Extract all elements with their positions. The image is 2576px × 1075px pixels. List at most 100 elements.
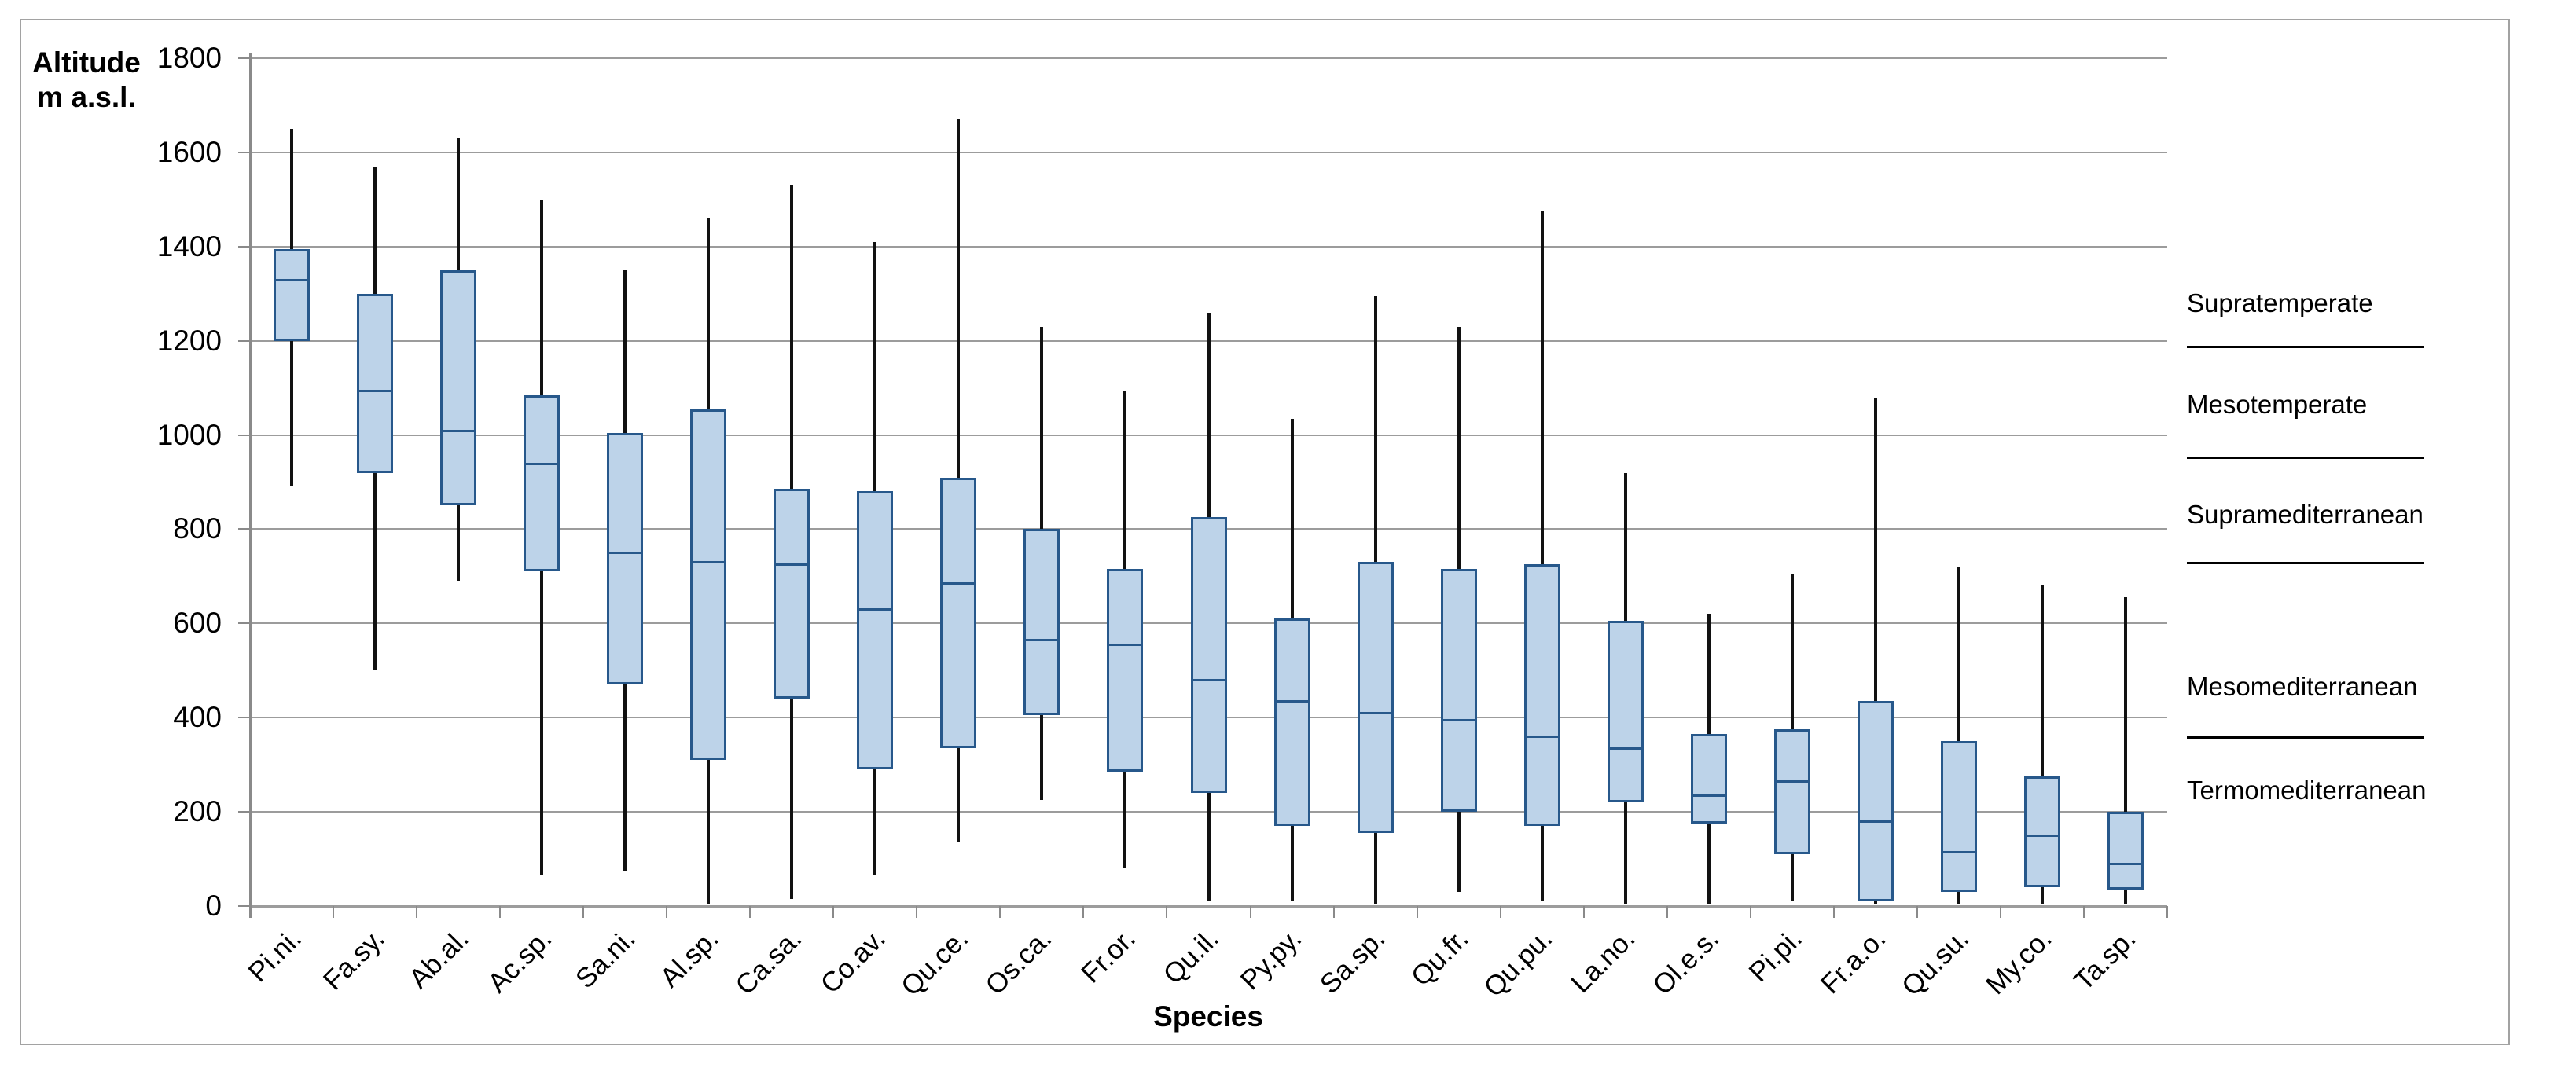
box-Qu.fr.	[1440, 569, 1477, 813]
zone-label-mesotemperate: Mesotemperate	[2187, 389, 2368, 419]
median-Qu.pu.	[1523, 736, 1560, 739]
x-tick-13	[1332, 906, 1335, 918]
x-tick-12	[1249, 906, 1251, 918]
median-Ab.al.	[440, 429, 477, 432]
x-tick-4	[582, 906, 585, 918]
box-Py.py.	[1273, 618, 1310, 827]
median-Fa.sy.	[357, 389, 394, 392]
box-Fa.sy.	[357, 293, 394, 473]
box-Os.ca.	[1023, 529, 1060, 716]
box-Ta.sp.	[2107, 812, 2144, 890]
y-axis-title: Altitude m a.s.l.	[0, 46, 173, 115]
x-tick-19	[1832, 906, 1835, 918]
x-tick-16	[1582, 906, 1585, 918]
box-Pi.pi.	[1773, 729, 1810, 855]
box-Sa.sp.	[1357, 562, 1394, 834]
x-tick-0	[249, 906, 251, 918]
median-Os.ca.	[1023, 639, 1060, 642]
y-tick-800	[238, 528, 250, 530]
median-Fr.a.o.	[1857, 820, 1894, 824]
y-tick-label-1400: 1400	[156, 229, 222, 262]
median-Ol.e.s.	[1690, 794, 1727, 798]
box-Ca.sa.	[774, 489, 810, 699]
x-tick-2	[416, 906, 418, 918]
zone-label-supratemperate: Supratemperate	[2187, 288, 2373, 317]
y-tick-1800	[238, 57, 250, 59]
whisker-My.co.	[2040, 585, 2044, 904]
median-Co.av.	[857, 608, 894, 611]
median-My.co.	[2023, 835, 2060, 838]
y-tick-1000	[238, 434, 250, 436]
y-tick-label-400: 400	[173, 701, 222, 734]
x-tick-1	[333, 906, 335, 918]
median-La.no.	[1607, 747, 1644, 750]
zone-boundary-line-mesomediterranean	[2187, 736, 2424, 739]
zone-label-termomediterranean: Termomediterranean	[2187, 776, 2427, 805]
box-Ac.sp.	[524, 394, 560, 572]
y-tick-1600	[238, 151, 250, 153]
whisker-Qu.su.	[1957, 567, 1960, 904]
x-tick-20	[1916, 906, 1918, 918]
median-Ca.sa.	[774, 563, 810, 567]
x-tick-5	[666, 906, 668, 918]
whisker-Ta.sp.	[2123, 597, 2127, 904]
median-Py.py.	[1273, 700, 1310, 703]
y-axis-title-line2: m a.s.l.	[37, 81, 136, 113]
gridline-1400	[250, 245, 2167, 248]
median-Sa.sp.	[1357, 712, 1394, 715]
x-tick-18	[1749, 906, 1751, 918]
box-Fr.or.	[1107, 569, 1144, 772]
gridline-1600	[250, 151, 2167, 153]
box-Qu.pu.	[1523, 564, 1560, 827]
y-axis-line	[249, 53, 252, 918]
x-tick-10	[1082, 906, 1085, 918]
box-Pi.ni.	[274, 248, 311, 341]
x-tick-7	[832, 906, 835, 918]
box-Qu.su.	[1940, 741, 1977, 892]
zone-boundary-line-supramediterranean	[2187, 562, 2424, 565]
y-tick-label-0: 0	[205, 890, 222, 922]
median-Pi.ni.	[274, 278, 311, 281]
zone-boundary-line-supratemperate	[2187, 345, 2424, 348]
box-Qu.ce.	[940, 477, 977, 749]
box-Sa.ni.	[607, 432, 644, 685]
x-tick-23	[2166, 906, 2168, 918]
median-Ta.sp.	[2107, 863, 2144, 866]
box-La.no.	[1607, 621, 1644, 803]
x-tick-11	[1166, 906, 1168, 918]
y-tick-label-1600: 1600	[156, 135, 222, 168]
median-Qu.su.	[1940, 851, 1977, 854]
x-tick-14	[1416, 906, 1418, 918]
y-tick-400	[238, 717, 250, 719]
x-tick-9	[999, 906, 1001, 918]
x-tick-21	[1999, 906, 2001, 918]
gridline-0	[250, 905, 2167, 908]
figure-border	[20, 19, 2510, 1045]
x-tick-15	[1499, 906, 1501, 918]
zone-label-supramediterranean: Supramediterranean	[2187, 500, 2423, 530]
median-Qu.ce.	[940, 582, 977, 585]
box-Fr.a.o.	[1857, 701, 1894, 901]
zone-boundary-line-mesotemperate	[2187, 456, 2424, 459]
whisker-Qu.pu.	[1540, 211, 1544, 901]
y-tick-label-600: 600	[173, 607, 222, 640]
median-Fr.or.	[1107, 644, 1144, 647]
box-Ab.al.	[440, 270, 477, 506]
y-tick-label-200: 200	[173, 795, 222, 828]
median-Pi.pi.	[1773, 780, 1810, 783]
zone-label-mesomediterranean: Mesomediterranean	[2187, 672, 2418, 702]
y-axis-title-line1: Altitude	[32, 46, 141, 79]
box-Co.av.	[857, 491, 894, 770]
whisker-Fr.a.o.	[1873, 397, 1877, 904]
y-tick-1200	[238, 339, 250, 342]
median-Qu.il.	[1190, 679, 1227, 682]
y-tick-600	[238, 622, 250, 625]
median-Sa.ni.	[607, 552, 644, 555]
x-axis-title: Species	[1153, 1000, 1263, 1033]
y-tick-label-1200: 1200	[156, 324, 222, 357]
x-tick-8	[916, 906, 918, 918]
x-tick-22	[2082, 906, 2085, 918]
box-My.co.	[2023, 776, 2060, 887]
median-Qu.fr.	[1440, 719, 1477, 722]
